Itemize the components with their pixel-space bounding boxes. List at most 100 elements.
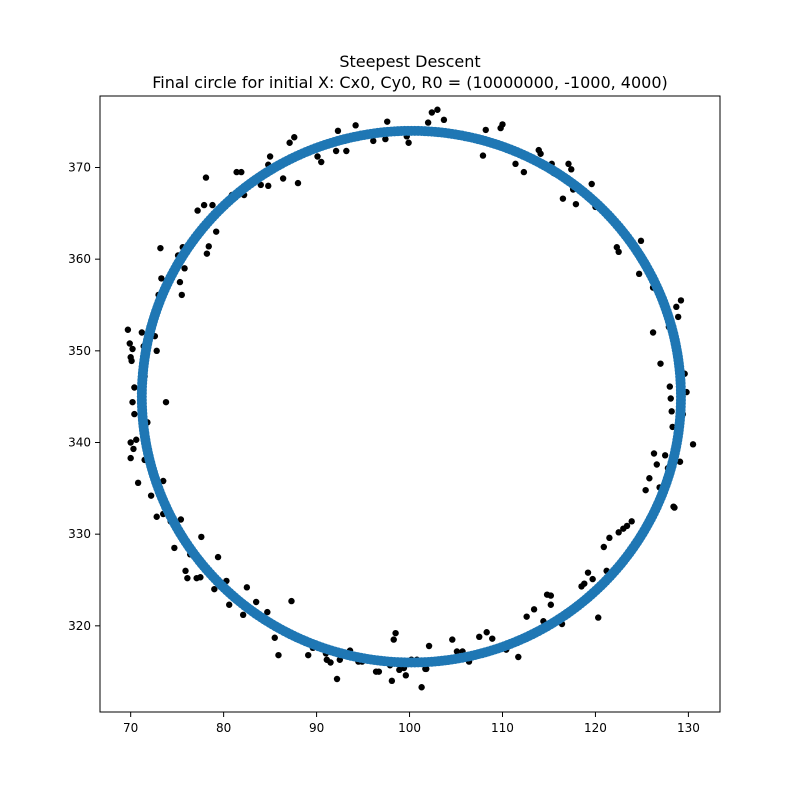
- data-point: [588, 180, 595, 188]
- data-point: [162, 398, 170, 406]
- data-point: [537, 150, 544, 157]
- data-point: [127, 439, 134, 446]
- data-point: [343, 147, 350, 155]
- y-tick-label: 340: [68, 436, 91, 450]
- chart-title: Steepest Descent: [339, 52, 480, 71]
- data-point: [176, 278, 184, 286]
- data-point: [671, 504, 678, 511]
- data-point: [425, 642, 433, 650]
- data-point: [157, 244, 164, 252]
- data-point: [499, 121, 506, 128]
- x-tick-label: 100: [398, 721, 421, 735]
- data-point: [628, 518, 635, 525]
- data-point: [375, 668, 383, 675]
- data-point: [479, 152, 487, 159]
- data-point: [202, 174, 210, 181]
- data-point: [203, 250, 211, 257]
- data-point: [265, 182, 272, 190]
- data-point: [661, 452, 669, 459]
- data-point: [171, 544, 178, 552]
- data-point: [160, 477, 167, 485]
- data-point: [615, 529, 622, 536]
- data-point: [418, 684, 425, 691]
- data-point: [673, 303, 680, 311]
- data-point: [515, 653, 522, 661]
- data-point: [181, 265, 188, 272]
- data-point: [194, 207, 201, 214]
- data-point: [279, 175, 287, 182]
- x-tick-label: 110: [491, 721, 514, 735]
- data-point: [209, 201, 216, 209]
- data-point: [288, 597, 295, 605]
- data-point: [127, 454, 134, 462]
- data-point: [523, 613, 530, 620]
- data-point: [405, 139, 412, 146]
- data-point: [482, 126, 489, 134]
- data-point: [568, 166, 575, 173]
- data-point: [637, 237, 645, 245]
- data-point: [565, 160, 572, 168]
- data-point: [133, 436, 140, 443]
- data-point: [226, 601, 233, 608]
- data-point: [294, 179, 302, 187]
- x-tick-label: 80: [216, 721, 231, 735]
- data-point: [581, 580, 588, 587]
- data-point: [428, 109, 436, 116]
- data-point: [182, 567, 189, 575]
- data-point: [384, 118, 391, 125]
- data-point: [615, 248, 622, 256]
- data-point: [352, 122, 359, 129]
- data-point: [489, 635, 496, 642]
- data-point: [424, 119, 432, 126]
- data-point: [334, 127, 342, 135]
- data-point: [392, 629, 399, 637]
- data-point: [130, 445, 137, 453]
- data-point: [214, 553, 222, 561]
- data-point: [177, 516, 185, 523]
- data-point: [238, 168, 245, 176]
- data-point: [158, 275, 165, 282]
- data-point: [606, 534, 613, 542]
- data-point: [129, 398, 136, 406]
- data-point: [264, 608, 271, 616]
- data-point: [390, 636, 397, 643]
- y-tick-label: 320: [68, 619, 91, 633]
- data-point: [147, 492, 155, 499]
- data-point: [332, 147, 340, 155]
- data-point: [131, 384, 138, 391]
- data-point: [572, 200, 580, 208]
- data-point: [153, 347, 160, 355]
- data-point: [402, 672, 410, 679]
- data-point: [677, 297, 685, 304]
- data-point: [584, 569, 592, 576]
- data-point: [449, 636, 456, 643]
- y-tick-label: 330: [68, 527, 91, 541]
- data-point: [318, 158, 325, 166]
- data-point: [595, 614, 602, 621]
- data-point: [138, 329, 146, 336]
- x-tick-label: 70: [123, 721, 138, 735]
- data-point: [124, 326, 132, 333]
- x-tick-label: 120: [584, 721, 607, 735]
- data-point: [649, 329, 657, 336]
- data-point: [635, 270, 643, 278]
- data-point: [547, 592, 555, 599]
- data-point: [623, 522, 631, 530]
- data-point: [512, 160, 519, 168]
- data-point: [530, 606, 538, 613]
- data-point: [257, 181, 265, 189]
- data-point: [653, 461, 660, 468]
- data-point: [689, 441, 697, 448]
- y-tick-label: 370: [68, 161, 91, 175]
- data-point: [266, 153, 274, 160]
- x-axis: 70 80 90 100 110 120 130: [123, 712, 700, 735]
- x-tick-label: 130: [677, 721, 700, 735]
- y-tick-label: 360: [68, 252, 91, 266]
- data-point: [134, 479, 142, 487]
- data-point: [184, 574, 191, 582]
- data-point: [291, 134, 298, 141]
- fitted-circle-point: [675, 395, 686, 406]
- data-point: [667, 395, 674, 402]
- data-point: [305, 651, 312, 659]
